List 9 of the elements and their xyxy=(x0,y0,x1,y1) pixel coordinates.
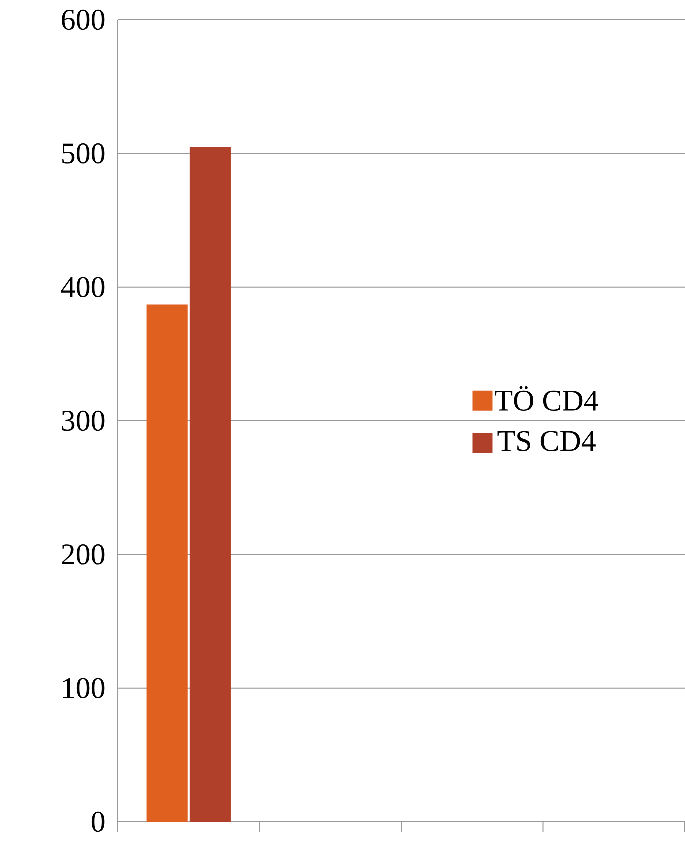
legend-label: TS CD4 xyxy=(498,431,596,452)
y-tick-label: 200 xyxy=(62,544,105,565)
y-tick-label: 100 xyxy=(63,678,105,698)
legend-label: TÖ CD4 xyxy=(495,386,598,412)
y-tick-label: 400 xyxy=(61,277,105,298)
y-tick-label: 500 xyxy=(62,144,105,164)
y-tick-label: 600 xyxy=(62,10,105,30)
y-tick-label: 300 xyxy=(62,410,105,432)
y-tick-label: 0 xyxy=(92,812,105,832)
